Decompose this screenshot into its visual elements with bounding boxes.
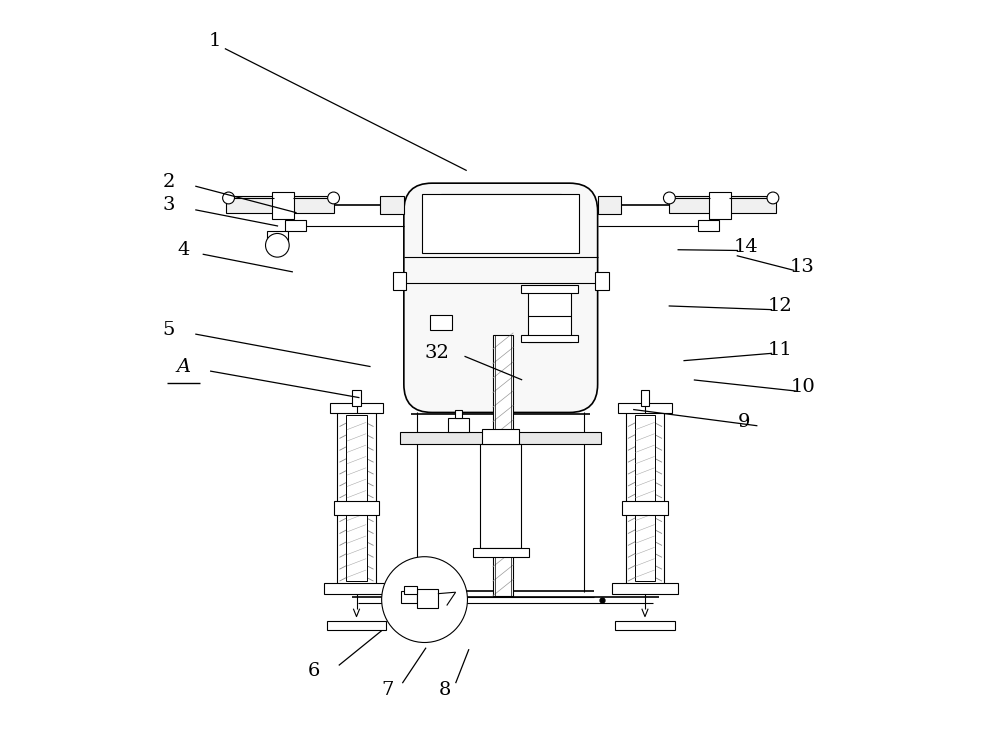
Bar [267, 230, 288, 241]
Bar [400, 432, 601, 444]
Text: A: A [176, 358, 190, 375]
Bar [404, 586, 417, 594]
Bar [473, 548, 529, 557]
Bar [618, 403, 672, 413]
Bar [352, 390, 361, 406]
Text: 11: 11 [767, 340, 792, 358]
Bar [615, 621, 675, 630]
Text: 5: 5 [162, 321, 175, 339]
Bar [486, 207, 516, 229]
Bar [612, 583, 678, 595]
Bar [272, 192, 294, 218]
Circle shape [767, 192, 779, 204]
Bar [226, 197, 334, 212]
Text: 14: 14 [733, 238, 758, 256]
Bar [493, 335, 513, 596]
Bar [521, 335, 578, 342]
Circle shape [328, 192, 339, 204]
Text: 3: 3 [162, 197, 175, 215]
Bar [285, 220, 306, 230]
Bar [380, 197, 404, 214]
Bar [709, 192, 731, 218]
Text: 13: 13 [789, 258, 814, 276]
Bar [417, 589, 438, 608]
Bar [422, 194, 579, 254]
Text: 7: 7 [381, 681, 394, 699]
Bar [528, 286, 571, 342]
Circle shape [663, 192, 675, 204]
Circle shape [223, 192, 234, 204]
Bar [330, 403, 383, 413]
Bar [622, 501, 668, 515]
Bar [635, 414, 655, 581]
Text: 2: 2 [162, 173, 175, 191]
Text: 4: 4 [177, 241, 190, 259]
Bar [337, 407, 376, 585]
Bar [698, 220, 719, 230]
Bar [393, 272, 406, 290]
Text: 10: 10 [791, 378, 816, 396]
Bar [495, 335, 511, 596]
Bar [430, 315, 452, 330]
Bar [626, 407, 664, 585]
Bar [521, 285, 578, 292]
Bar [455, 410, 462, 417]
Bar [334, 501, 379, 515]
Text: 8: 8 [438, 681, 451, 699]
Bar [480, 444, 521, 548]
Bar [641, 390, 649, 406]
Text: 12: 12 [767, 297, 792, 315]
Bar [324, 583, 389, 595]
Bar [669, 197, 776, 212]
Bar [346, 414, 367, 581]
Bar [595, 272, 609, 290]
Bar [448, 417, 469, 432]
Bar [598, 197, 621, 214]
Bar [441, 194, 561, 207]
Bar [327, 621, 386, 630]
Circle shape [382, 557, 467, 643]
Bar [482, 429, 519, 444]
Bar [401, 592, 417, 604]
Circle shape [266, 233, 289, 257]
Text: 1: 1 [209, 32, 221, 50]
FancyBboxPatch shape [404, 183, 598, 412]
Text: 6: 6 [307, 662, 320, 681]
Text: 32: 32 [425, 344, 450, 362]
Text: 9: 9 [738, 413, 750, 431]
